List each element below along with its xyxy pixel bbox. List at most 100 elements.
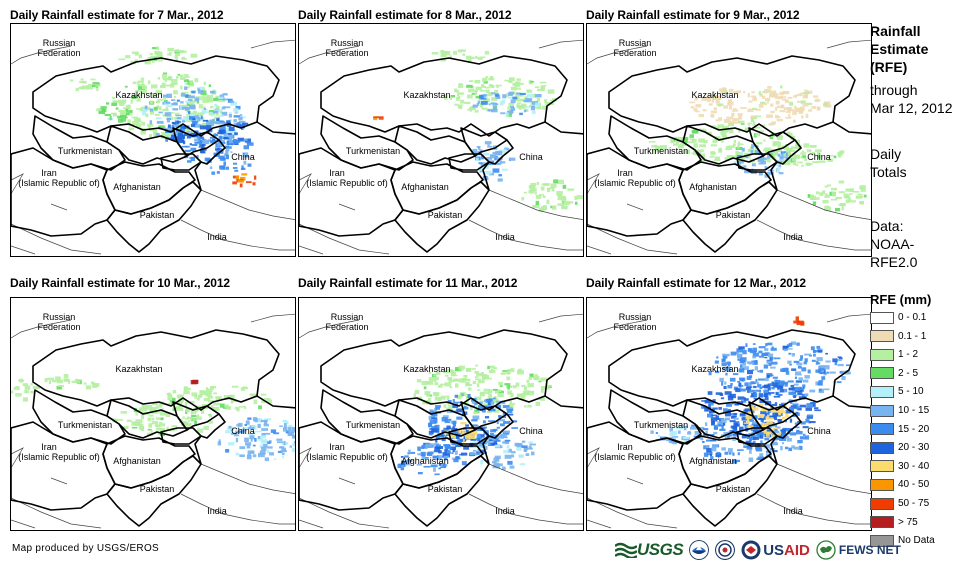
country-border <box>32 389 126 445</box>
usaid-logo: USAID <box>741 540 810 560</box>
country-border <box>32 329 280 411</box>
country-border <box>608 389 702 445</box>
country-border <box>106 399 188 439</box>
through-label: through <box>870 82 918 98</box>
country-border <box>320 329 568 411</box>
country-border <box>32 115 126 171</box>
country-border <box>448 427 490 445</box>
country-border <box>736 153 778 171</box>
country-label-turkmenistan: Turkmenistan <box>346 420 400 430</box>
legend-swatch <box>870 497 894 510</box>
usaid-logo-text: USAID <box>763 541 810 559</box>
coastline <box>11 219 295 255</box>
legend-swatch <box>870 423 894 436</box>
legend-label: 30 - 40 <box>898 460 930 472</box>
country-label-russia-2: Federation <box>37 322 80 332</box>
country-border <box>682 181 778 253</box>
country-label-afghanistan: Afghanistan <box>401 182 449 192</box>
country-border <box>460 401 508 431</box>
legend-label: 50 - 75 <box>898 498 930 509</box>
country-label-china: China <box>807 426 831 436</box>
coastline <box>299 447 356 529</box>
partner-logos: USGS USAID FEWS NET <box>615 538 907 562</box>
country-border <box>299 421 404 511</box>
legend-item: 0 - 0.1 <box>870 310 926 325</box>
country-label-pakistan: Pakistan <box>140 484 175 494</box>
country-label-india: India <box>207 506 227 516</box>
country-border <box>736 427 778 445</box>
country-border <box>106 455 202 527</box>
usgs-wave-icon <box>615 542 637 558</box>
data-source-2: RFE2.0 <box>870 254 918 270</box>
legend-label: 40 - 50 <box>898 479 930 491</box>
legend-swatch <box>870 441 894 454</box>
coastline <box>587 173 644 255</box>
coastline <box>587 219 871 255</box>
panel-title-mar-11: Daily Rainfall estimate for 11 Mar., 201… <box>298 276 518 290</box>
country-label-afghanistan: Afghanistan <box>113 182 161 192</box>
legend-label: 1 - 2 <box>898 349 919 361</box>
country-border <box>160 427 202 445</box>
country-label-pakistan: Pakistan <box>140 210 175 220</box>
noaa-emblem-icon <box>689 540 710 560</box>
rfe-title-line1: Rainfall <box>870 23 921 39</box>
usgs-logo: USGS <box>615 540 684 560</box>
noaa-logo <box>689 540 710 560</box>
legend-label: 10 - 15 <box>898 405 930 416</box>
country-border <box>748 127 796 157</box>
legend-item: No Data <box>870 533 935 548</box>
map-panel-mar-12: Russian Federation Kazakhstan Turkmenistan I… <box>586 297 872 531</box>
fewsnet-logo: FEWS NET <box>816 540 901 560</box>
country-border <box>11 147 116 237</box>
country-label-turkmenistan: Turkmenistan <box>634 146 688 156</box>
country-label-pakistan: Pakistan <box>428 210 463 220</box>
country-border <box>299 147 404 237</box>
country-label-iran-2: (Islamic Republic of) <box>594 452 676 462</box>
country-label-india: India <box>783 506 803 516</box>
country-border <box>394 125 476 165</box>
country-label-afghanistan: Afghanistan <box>113 456 161 466</box>
coastline <box>776 463 871 495</box>
country-border <box>194 395 295 465</box>
coastline <box>11 493 295 529</box>
country-border <box>394 455 490 527</box>
country-label-turkmenistan: Turkmenistan <box>634 420 688 430</box>
legend-label: 20 - 30 <box>898 442 930 454</box>
coastline <box>488 189 583 221</box>
coastline <box>299 219 583 255</box>
country-label-pakistan: Pakistan <box>716 210 751 220</box>
country-label-russia-2: Federation <box>37 48 80 58</box>
daily-label: Daily <box>870 146 902 162</box>
legend-label: > 75 <box>898 516 918 528</box>
country-border <box>587 421 692 511</box>
country-label-russia-2: Federation <box>325 48 368 58</box>
country-label-russia-1: Russian <box>43 312 76 322</box>
country-label-iran-1: Iran <box>329 442 345 452</box>
usgs-logo-text: USGS <box>637 540 684 559</box>
country-label-kazakhstan: Kazakhstan <box>115 364 162 374</box>
country-border <box>320 389 414 445</box>
country-border <box>748 401 796 431</box>
country-label-iran-1: Iran <box>617 442 633 452</box>
country-label-china: China <box>519 152 543 162</box>
legend-label: 2 - 5 <box>898 367 919 379</box>
country-label-india: India <box>783 232 803 242</box>
country-label-iran-1: Iran <box>329 168 345 178</box>
panel-title-mar-8: Daily Rainfall estimate for 8 Mar., 2012 <box>298 8 512 22</box>
coastline <box>11 447 68 529</box>
country-border <box>482 395 583 465</box>
country-label-russia-1: Russian <box>619 312 652 322</box>
coastline <box>200 189 295 221</box>
coastline <box>587 493 871 529</box>
legend-swatch <box>870 330 894 343</box>
legend-item: 1 - 2 <box>870 347 918 362</box>
rainfall-speckle <box>648 85 867 212</box>
country-label-iran-1: Iran <box>617 168 633 178</box>
country-label-russia-1: Russian <box>619 38 652 48</box>
legend-item: > 75 <box>870 515 918 530</box>
